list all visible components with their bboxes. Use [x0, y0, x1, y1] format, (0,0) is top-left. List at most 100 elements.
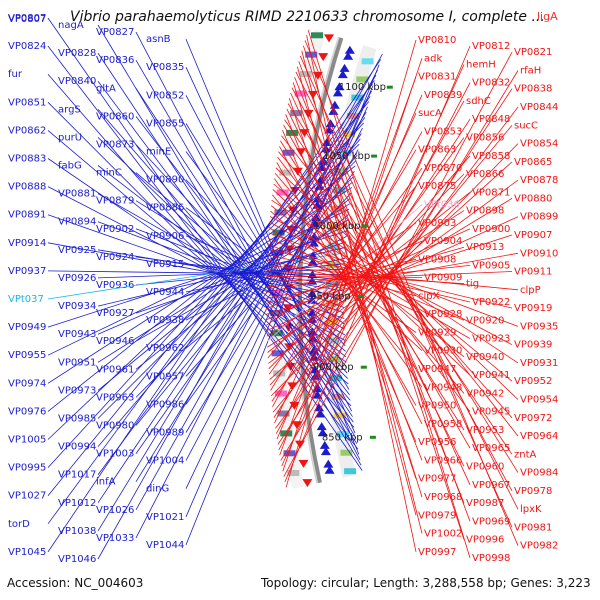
reverse-gene-arrow: [302, 479, 313, 488]
feature-block-inner: [356, 76, 369, 83]
reverse-gene-label: VP0900: [472, 224, 510, 235]
accession-text: Accession: NC_004603: [7, 576, 144, 590]
reverse-gene-leader: [267, 254, 471, 303]
reverse-gene-leader: [278, 151, 513, 419]
forward-gene-arrow: [339, 63, 350, 72]
reverse-gene-leader: [297, 66, 417, 516]
reverse-gene-label: VP0996: [466, 535, 504, 546]
reverse-gene-leader: [278, 82, 471, 451]
reverse-gene-label: VP0880: [514, 193, 552, 204]
forward-gene-label: VP0840: [58, 76, 96, 87]
reverse-gene-label: VP0978: [514, 486, 552, 497]
forward-gene-label: minE: [146, 147, 171, 158]
forward-gene-leader: [47, 242, 345, 297]
forward-gene-arrow: [329, 100, 340, 109]
reverse-gene-label: VP0930: [424, 346, 462, 357]
forward-gene-leader: [135, 241, 347, 314]
forward-gene-label: VP1017: [58, 470, 96, 481]
reverse-gene-label: VP0839: [424, 90, 462, 101]
reverse-gene-leader: [294, 76, 465, 504]
reverse-gene-label: VP0950: [418, 401, 456, 412]
forward-gene-arrow: [314, 403, 324, 412]
reverse-gene-leader: [279, 146, 423, 425]
forward-gene-label: VP0994: [58, 442, 96, 453]
forward-gene-leader: [47, 143, 360, 440]
forward-gene-leader: [97, 203, 351, 363]
forward-gene-leader: [135, 69, 378, 539]
forward-gene-label: VP0925: [58, 245, 96, 256]
reverse-gene-label: rfaH: [520, 66, 541, 77]
forward-gene-label: VP0944: [146, 287, 184, 298]
reverse-gene-leader: [275, 167, 519, 400]
forward-gene-leader: [185, 127, 363, 461]
topology-text: Topology: circular; Length: 3,288,558 bp…: [261, 576, 591, 590]
reverse-gene-arrow: [287, 382, 298, 391]
reverse-gene-leader: [283, 124, 471, 449]
reverse-gene-label: clpX: [418, 291, 440, 302]
forward-gene-label: VP0989: [146, 428, 184, 439]
reverse-gene-label: VP0911: [514, 267, 552, 278]
forward-gene-label: VP0934: [58, 301, 96, 312]
reverse-gene-arrow: [324, 34, 334, 43]
forward-gene-leader: [97, 53, 383, 560]
reverse-gene-leader: [304, 40, 519, 546]
forward-gene-label: VP0855: [146, 118, 184, 129]
forward-gene-arrow: [320, 447, 331, 456]
feature-block-inner: [331, 393, 344, 400]
reverse-gene-label: VP0907: [514, 230, 552, 241]
reverse-gene-label: VP0969: [472, 516, 510, 527]
reverse-gene-label: VP0858: [472, 151, 510, 162]
forward-gene-label: VP0873: [96, 140, 134, 151]
forward-gene-label: VP0888: [8, 182, 46, 193]
forward-gene-arrow: [334, 82, 345, 91]
forward-gene-label: VP0949: [8, 322, 46, 333]
forward-gene-leader: [47, 73, 355, 428]
forward-gene-label: VP1012: [58, 498, 96, 509]
reverse-gene-leader: [301, 50, 423, 534]
reverse-gene-label: VP0904: [424, 236, 462, 247]
reverse-gene-leader: [274, 172, 465, 394]
forward-gene-label: VP1003: [96, 449, 134, 460]
feature-block-outer: [276, 189, 289, 196]
forward-gene-label: purU: [58, 132, 82, 143]
reverse-gene-leader: [276, 162, 417, 406]
forward-gene-label: VP0955: [8, 350, 46, 361]
forward-gene-label: fabG: [58, 161, 82, 172]
forward-gene-label: VP0951: [58, 357, 96, 368]
forward-gene-leader: [135, 31, 361, 460]
reverse-gene-label: VP0905: [472, 260, 510, 271]
reverse-gene-label: VP0831: [418, 72, 456, 83]
reverse-gene-label: VP0948: [424, 382, 462, 393]
reverse-gene-label: VP0972: [514, 413, 552, 424]
scale-tick-mark: [358, 295, 364, 299]
forward-gene-arrow: [344, 45, 355, 54]
reverse-gene-label: VP0987: [466, 498, 504, 509]
scale-tick-mark: [371, 154, 378, 158]
forward-gene-label: VP0836: [96, 55, 134, 66]
reverse-gene-leader: [306, 35, 417, 552]
reverse-gene-label: VP0870: [424, 163, 462, 174]
feature-block-outer: [280, 430, 293, 437]
forward-gene-label: asnB: [146, 34, 171, 45]
reverse-gene-label: VP0899: [520, 212, 558, 223]
forward-gene-label: VP0835: [146, 62, 184, 73]
reverse-gene-label: VP0863: [418, 145, 456, 156]
reverse-gene-label: VP0984: [520, 468, 558, 479]
reverse-gene-leader: [266, 222, 417, 326]
reverse-gene-label: VP0875: [418, 181, 456, 192]
reverse-gene-label: VP0871: [472, 187, 510, 198]
forward-gene-label: VP0995: [8, 463, 46, 474]
reverse-gene-label: VP0981: [514, 522, 552, 533]
feature-block-inner: [347, 112, 359, 119]
reverse-gene-leader: [265, 246, 465, 304]
reverse-gene-label: sucA: [418, 108, 442, 119]
forward-gene-leader: [47, 17, 363, 471]
reverse-gene-leader: [265, 234, 513, 315]
feature-block-outer: [283, 450, 296, 457]
reverse-gene-arrow: [303, 109, 314, 118]
reverse-gene-leader: [303, 45, 465, 540]
forward-gene-arrow: [343, 51, 354, 60]
forward-gene-leader: [97, 181, 353, 391]
reverse-gene-label: VP0922: [472, 297, 510, 308]
